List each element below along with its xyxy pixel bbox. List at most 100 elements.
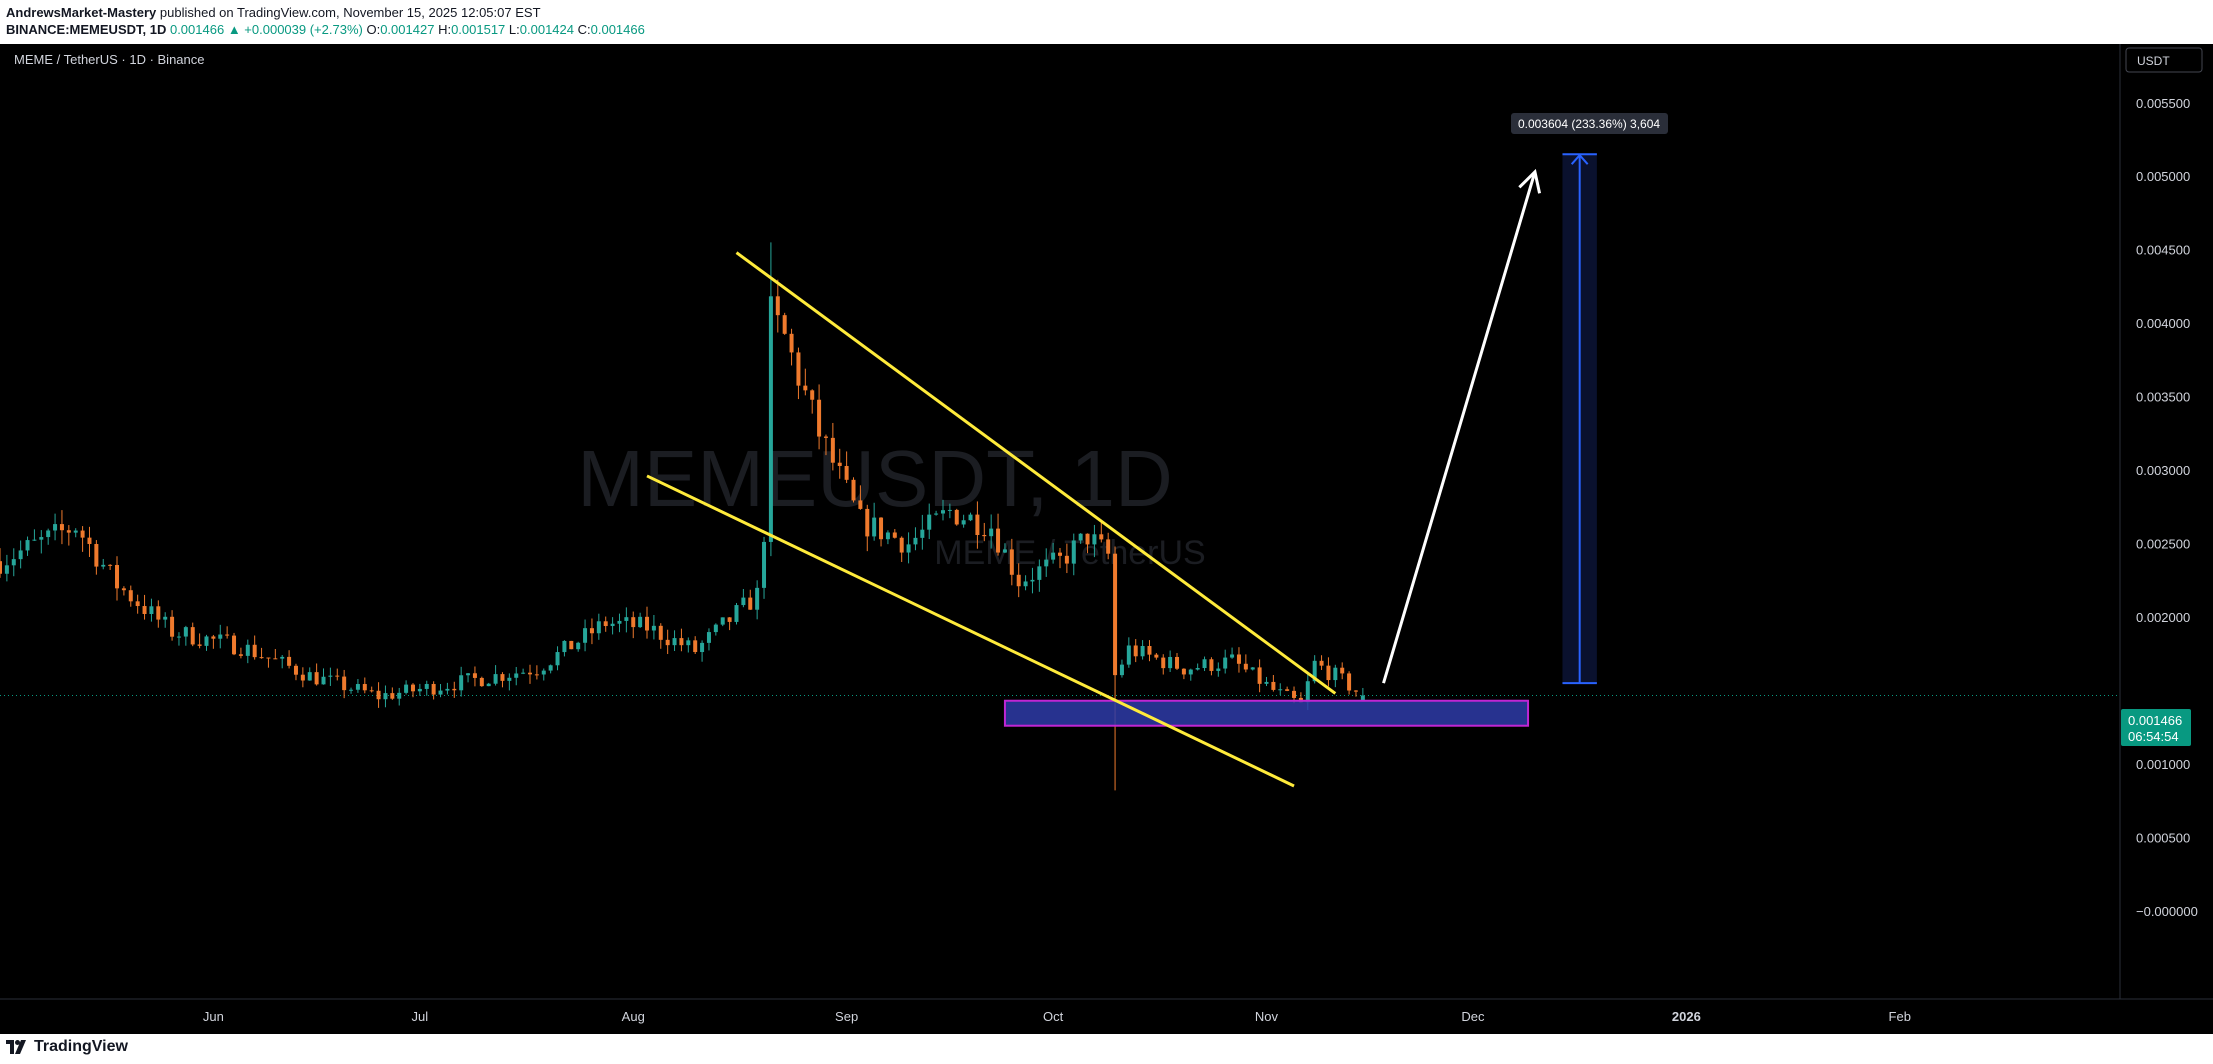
candle[interactable] bbox=[665, 629, 670, 655]
candle[interactable] bbox=[328, 667, 333, 686]
candle[interactable] bbox=[934, 510, 939, 516]
candle[interactable] bbox=[851, 477, 856, 503]
candle[interactable] bbox=[968, 512, 973, 522]
time-tick-label[interactable]: Sep bbox=[835, 1009, 858, 1024]
candle[interactable] bbox=[245, 639, 250, 664]
candle[interactable] bbox=[624, 607, 629, 633]
candle[interactable] bbox=[417, 683, 422, 696]
candle[interactable] bbox=[1168, 650, 1173, 673]
candle[interactable] bbox=[658, 623, 663, 649]
candle[interactable] bbox=[335, 668, 340, 681]
candle[interactable] bbox=[1119, 659, 1124, 678]
candle[interactable] bbox=[156, 600, 161, 628]
candle[interactable] bbox=[349, 687, 354, 694]
price-axis[interactable]: 0.005500 0.005000 0.004500 0.004000 0.003500… bbox=[2136, 96, 2198, 919]
candle[interactable] bbox=[466, 673, 471, 683]
candle[interactable] bbox=[369, 686, 374, 693]
candle[interactable] bbox=[679, 628, 684, 652]
candle[interactable] bbox=[342, 669, 347, 699]
time-tick-label[interactable]: Feb bbox=[1889, 1009, 1911, 1024]
candle[interactable] bbox=[741, 588, 746, 608]
candle[interactable] bbox=[362, 677, 367, 694]
candle[interactable] bbox=[885, 530, 890, 545]
candle[interactable] bbox=[183, 625, 188, 646]
candle[interactable] bbox=[1154, 653, 1159, 660]
candle[interactable] bbox=[0, 548, 2, 578]
candle[interactable] bbox=[376, 682, 381, 708]
candle[interactable] bbox=[149, 598, 154, 622]
candle[interactable] bbox=[755, 580, 760, 620]
candle[interactable] bbox=[307, 667, 312, 681]
candle[interactable] bbox=[1257, 659, 1262, 693]
candle[interactable] bbox=[66, 525, 71, 546]
price-tick-label[interactable]: −0.000000 bbox=[2136, 904, 2198, 919]
candle[interactable] bbox=[810, 389, 815, 414]
candle[interactable] bbox=[87, 526, 92, 557]
candle[interactable] bbox=[170, 610, 175, 641]
candle[interactable] bbox=[521, 668, 526, 675]
author-name[interactable]: AndrewsMarket-Mastery bbox=[6, 5, 157, 20]
candle[interactable] bbox=[507, 673, 512, 691]
candle[interactable] bbox=[1099, 522, 1104, 543]
price-tick-label[interactable]: 0.001000 bbox=[2136, 757, 2190, 772]
candle[interactable] bbox=[176, 632, 181, 646]
candle[interactable] bbox=[59, 510, 64, 545]
candle[interactable] bbox=[837, 448, 842, 479]
price-tick-label[interactable]: 0.005500 bbox=[2136, 96, 2190, 111]
candle[interactable] bbox=[108, 564, 113, 570]
candle[interactable] bbox=[961, 514, 966, 528]
candle[interactable] bbox=[46, 528, 51, 545]
candle[interactable] bbox=[686, 637, 691, 653]
candle[interactable] bbox=[1181, 668, 1186, 680]
currency-button-label[interactable]: USDT bbox=[2137, 54, 2170, 68]
candle[interactable] bbox=[651, 614, 656, 640]
candle[interactable] bbox=[872, 502, 877, 541]
candle[interactable] bbox=[982, 522, 987, 542]
candle[interactable] bbox=[266, 657, 271, 668]
candle[interactable] bbox=[672, 630, 677, 652]
candle[interactable] bbox=[1133, 639, 1138, 663]
currency-button[interactable]: USDT bbox=[2125, 47, 2203, 73]
candle[interactable] bbox=[445, 682, 450, 695]
candle[interactable] bbox=[514, 666, 519, 686]
candle[interactable] bbox=[94, 540, 99, 575]
support-zone[interactable] bbox=[1003, 699, 1530, 727]
price-tick-label[interactable]: 0.004500 bbox=[2136, 243, 2190, 258]
candle[interactable] bbox=[1188, 668, 1193, 681]
candle[interactable] bbox=[830, 422, 835, 471]
price-tick-label[interactable]: 0.002500 bbox=[2136, 537, 2190, 552]
candle[interactable] bbox=[858, 485, 863, 510]
candle[interactable] bbox=[610, 617, 615, 635]
candle[interactable] bbox=[720, 617, 725, 627]
candle[interactable] bbox=[975, 501, 980, 549]
price-chart[interactable]: MEMEUSDT, 1D MEME / TetherUS MEME / Teth… bbox=[0, 44, 2213, 1034]
candle[interactable] bbox=[589, 618, 594, 645]
candle[interactable] bbox=[410, 683, 415, 698]
candle[interactable] bbox=[115, 556, 120, 601]
candle[interactable] bbox=[472, 666, 477, 687]
candle[interactable] bbox=[603, 616, 608, 632]
candle[interactable] bbox=[1023, 575, 1028, 591]
candle[interactable] bbox=[1326, 657, 1331, 687]
candle[interactable] bbox=[940, 499, 945, 521]
chart-legend-title[interactable]: MEME / TetherUS · 1D · Binance bbox=[14, 52, 205, 67]
candle[interactable] bbox=[53, 513, 58, 541]
candle[interactable] bbox=[232, 632, 237, 656]
candle[interactable] bbox=[238, 647, 243, 659]
candle[interactable] bbox=[617, 613, 622, 633]
candle[interactable] bbox=[452, 681, 457, 698]
candle[interactable] bbox=[562, 640, 567, 657]
candle[interactable] bbox=[121, 586, 126, 596]
candles-layer[interactable] bbox=[0, 242, 1365, 791]
candle[interactable] bbox=[424, 680, 429, 696]
drawings-layer[interactable] bbox=[646, 153, 1597, 788]
candle[interactable] bbox=[748, 589, 753, 610]
candle[interactable] bbox=[1285, 686, 1290, 692]
candle[interactable] bbox=[700, 640, 705, 662]
candle[interactable] bbox=[204, 634, 209, 651]
candle[interactable] bbox=[789, 328, 794, 366]
candle[interactable] bbox=[431, 681, 436, 700]
candle[interactable] bbox=[273, 649, 278, 660]
candle[interactable] bbox=[190, 622, 195, 647]
candle[interactable] bbox=[314, 663, 319, 686]
